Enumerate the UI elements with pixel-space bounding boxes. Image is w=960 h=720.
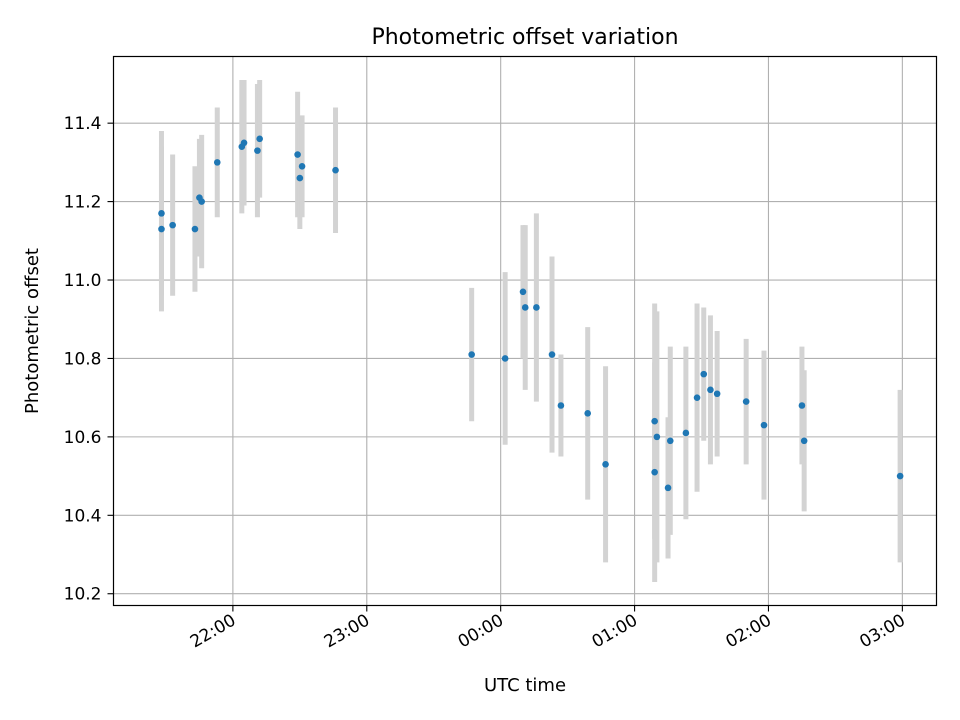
data-point	[254, 147, 261, 154]
chart-title: Photometric offset variation	[371, 25, 678, 50]
data-point	[533, 304, 540, 311]
y-tick-label: 10.6	[64, 428, 102, 448]
y-axis-label: Photometric offset	[22, 248, 43, 414]
data-point	[682, 429, 690, 437]
data-point	[664, 484, 672, 492]
data-point	[468, 351, 475, 358]
y-tick-label: 10.4	[64, 506, 102, 526]
data-point	[651, 468, 658, 476]
data-point	[713, 390, 721, 398]
data-point	[256, 135, 263, 143]
y-tick-label: 10.2	[64, 585, 102, 605]
data-point	[332, 166, 339, 174]
y-tick-label: 10.8	[64, 349, 102, 369]
data-point	[557, 402, 565, 409]
data-point	[700, 370, 708, 378]
data-point	[294, 151, 301, 158]
data-point	[760, 421, 768, 429]
data-point	[158, 225, 165, 233]
data-point	[501, 355, 509, 362]
y-tick-label: 11.0	[64, 271, 102, 291]
data-point	[693, 394, 701, 401]
data-point	[198, 198, 205, 205]
data-point	[653, 433, 661, 441]
data-point	[742, 398, 750, 405]
data-point	[896, 472, 904, 480]
data-point	[800, 437, 808, 445]
plot-frame	[112, 55, 938, 607]
data-point	[158, 210, 165, 217]
y-tick-label: 11.2	[64, 193, 102, 213]
data-points	[158, 135, 904, 492]
data-point	[298, 163, 306, 170]
data-point	[548, 351, 556, 358]
y-axis-ticks: 10.2 10.4 10.6 10.8 11.0 11.2 11.4	[64, 114, 114, 605]
x-axis-label: UTC time	[484, 675, 566, 696]
data-point	[666, 437, 674, 445]
data-point	[213, 159, 221, 166]
data-point	[240, 139, 248, 147]
data-point	[584, 410, 592, 417]
data-point	[602, 461, 609, 468]
data-point	[798, 402, 806, 409]
data-point	[707, 386, 714, 394]
y-tick-label: 11.4	[64, 114, 102, 134]
data-point	[519, 288, 527, 296]
data-point	[651, 417, 658, 425]
data-point	[191, 225, 199, 233]
data-point	[169, 221, 176, 229]
data-point	[296, 174, 304, 182]
data-point	[521, 304, 529, 311]
